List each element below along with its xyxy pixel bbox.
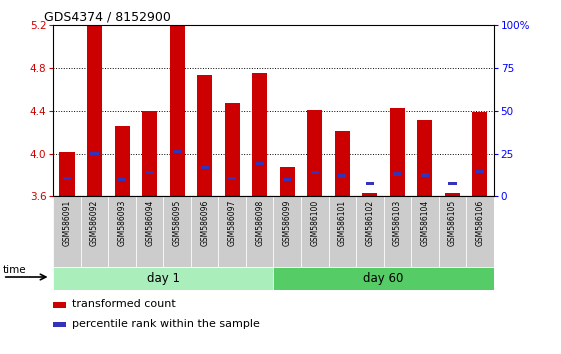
Text: GSM586095: GSM586095 <box>173 200 182 246</box>
Text: GSM586096: GSM586096 <box>200 200 209 246</box>
Bar <box>53 302 66 308</box>
Text: GSM586099: GSM586099 <box>283 200 292 246</box>
Bar <box>191 196 218 267</box>
Bar <box>307 109 323 196</box>
Bar <box>362 193 378 196</box>
Bar <box>283 178 291 181</box>
Text: GSM586104: GSM586104 <box>420 200 429 246</box>
Bar <box>421 173 429 177</box>
Bar <box>218 196 246 267</box>
Bar <box>301 196 329 267</box>
Text: GSM586103: GSM586103 <box>393 200 402 246</box>
Bar <box>335 131 350 196</box>
Bar <box>200 166 209 169</box>
Text: GSM586092: GSM586092 <box>90 200 99 246</box>
Bar <box>384 196 411 267</box>
Bar <box>280 167 295 196</box>
Bar <box>63 177 71 180</box>
Bar <box>476 170 484 173</box>
Text: GDS4374 / 8152900: GDS4374 / 8152900 <box>44 11 171 24</box>
Bar <box>163 196 191 267</box>
Bar <box>411 196 439 267</box>
Text: GSM586097: GSM586097 <box>228 200 237 246</box>
Bar <box>142 110 157 196</box>
Bar <box>90 152 99 155</box>
Bar <box>472 112 488 196</box>
Bar <box>197 75 212 196</box>
Text: transformed count: transformed count <box>72 299 176 309</box>
Bar <box>145 171 154 175</box>
Bar <box>417 120 433 196</box>
Bar <box>114 126 130 196</box>
Bar <box>338 175 347 178</box>
Bar <box>118 178 126 181</box>
Text: GSM586098: GSM586098 <box>255 200 264 246</box>
Bar <box>173 150 181 153</box>
Bar <box>273 267 494 290</box>
Bar <box>311 171 319 175</box>
Bar <box>448 182 457 185</box>
Text: GSM586102: GSM586102 <box>365 200 374 246</box>
Bar <box>273 196 301 267</box>
Bar <box>466 196 494 267</box>
Bar <box>59 153 75 196</box>
Text: day 60: day 60 <box>364 272 404 285</box>
Text: GSM586094: GSM586094 <box>145 200 154 246</box>
Bar <box>53 196 81 267</box>
Bar <box>246 196 274 267</box>
Bar <box>87 26 102 196</box>
Bar <box>228 177 236 180</box>
Bar <box>256 161 264 165</box>
Bar <box>366 182 374 185</box>
Bar <box>356 196 384 267</box>
Bar <box>169 25 185 196</box>
Text: day 1: day 1 <box>147 272 180 285</box>
Bar <box>390 108 405 196</box>
Bar <box>53 267 274 290</box>
Bar <box>136 196 163 267</box>
Text: percentile rank within the sample: percentile rank within the sample <box>72 319 260 329</box>
Text: GSM586091: GSM586091 <box>63 200 72 246</box>
Bar <box>224 103 240 196</box>
Bar <box>53 322 66 327</box>
Bar <box>439 196 466 267</box>
Bar <box>445 193 460 196</box>
Text: GSM586106: GSM586106 <box>475 200 484 246</box>
Text: GSM586093: GSM586093 <box>118 200 127 246</box>
Bar <box>252 73 267 196</box>
Text: GSM586101: GSM586101 <box>338 200 347 246</box>
Bar <box>329 196 356 267</box>
Text: time: time <box>3 265 26 275</box>
Bar <box>108 196 136 267</box>
Bar <box>81 196 108 267</box>
Text: GSM586105: GSM586105 <box>448 200 457 246</box>
Bar <box>393 172 402 176</box>
Text: GSM586100: GSM586100 <box>310 200 319 246</box>
